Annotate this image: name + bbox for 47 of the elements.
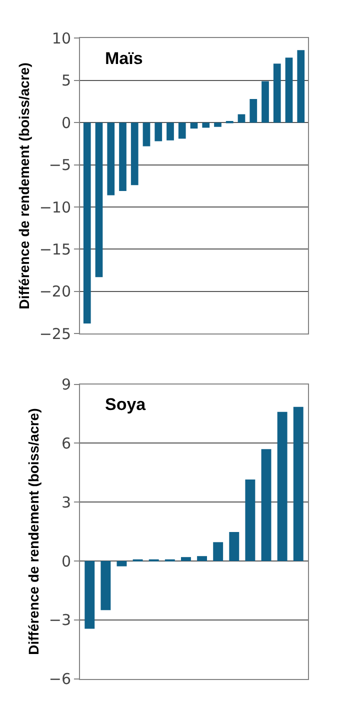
y-tick-label: 0 — [61, 114, 71, 132]
bar — [142, 122, 150, 146]
y-tick-label: −15 — [39, 240, 71, 258]
y-tick-label: −25 — [39, 324, 71, 343]
y-tick-label: −5 — [48, 156, 71, 174]
bar — [261, 449, 272, 562]
y-tick-label: −10 — [39, 198, 71, 216]
bar — [197, 556, 208, 562]
bar — [229, 532, 240, 562]
y-tick-label: 0 — [61, 552, 71, 570]
bar — [250, 99, 258, 123]
bar — [245, 480, 256, 562]
y-axis-title: Différence de rendement (boiss/acre) — [25, 408, 42, 655]
bar — [297, 50, 305, 123]
bar — [213, 542, 224, 562]
y-tick-label: 6 — [61, 434, 71, 452]
bar — [83, 122, 91, 324]
text: Maïs — [105, 49, 143, 68]
bar — [178, 122, 186, 139]
y-tick-label: 9 — [61, 376, 71, 394]
y-tick-label: −6 — [48, 670, 71, 688]
bar — [180, 557, 191, 562]
bar — [214, 122, 222, 127]
bar — [166, 122, 174, 140]
bar — [119, 122, 126, 192]
text: Soya — [105, 395, 146, 414]
y-axis-title: Différence de rendement (boiss/acre) — [16, 62, 32, 310]
y-tick-label: 5 — [61, 72, 71, 90]
bar — [293, 406, 304, 562]
bar — [130, 122, 138, 186]
bar — [202, 122, 210, 128]
bar — [116, 561, 127, 566]
bar — [190, 122, 198, 129]
bar — [273, 64, 281, 123]
y-tick-label: 10 — [52, 30, 71, 48]
bar — [84, 561, 95, 629]
bar — [262, 81, 269, 123]
y-tick-label: 3 — [61, 493, 71, 512]
y-tick-label: −3 — [48, 611, 71, 630]
bar — [285, 58, 293, 123]
bar — [100, 561, 111, 610]
bar — [277, 412, 288, 562]
y-tick-label: −20 — [39, 282, 71, 301]
bar — [238, 114, 246, 123]
bar — [154, 122, 162, 142]
bar — [95, 122, 103, 278]
bar — [107, 122, 115, 196]
